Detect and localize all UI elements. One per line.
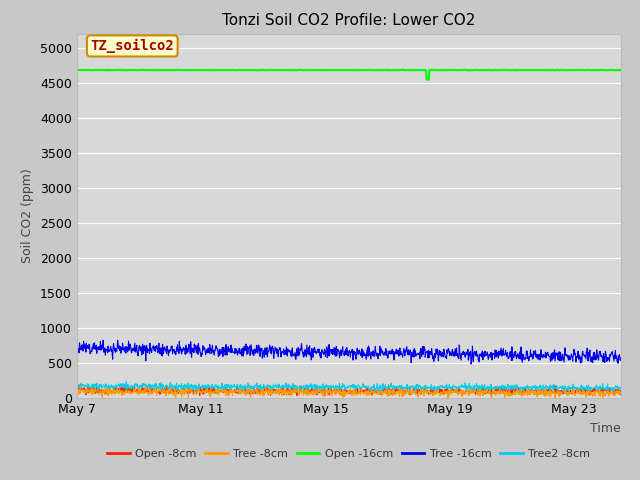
Y-axis label: Soil CO2 (ppm): Soil CO2 (ppm): [21, 168, 35, 264]
Legend: Open -8cm, Tree -8cm, Open -16cm, Tree -16cm, Tree2 -8cm: Open -8cm, Tree -8cm, Open -16cm, Tree -…: [103, 444, 595, 463]
X-axis label: Time: Time: [590, 422, 621, 435]
Title: Tonzi Soil CO2 Profile: Lower CO2: Tonzi Soil CO2 Profile: Lower CO2: [222, 13, 476, 28]
Text: TZ_soilco2: TZ_soilco2: [90, 39, 174, 53]
